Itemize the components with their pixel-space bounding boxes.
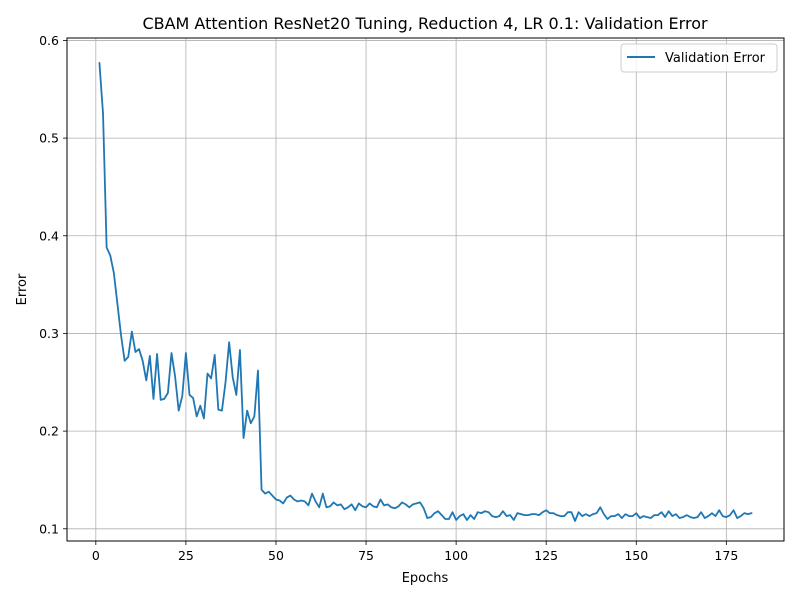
plot-frame	[66, 37, 785, 542]
series-line-validation-error	[98, 62, 753, 522]
y-tick-label: 0.3	[39, 326, 59, 341]
y-axis-label: Error	[15, 273, 30, 305]
series-layer	[98, 62, 753, 522]
x-tick-label: 50	[268, 548, 284, 563]
legend-label: Validation Error	[665, 51, 766, 66]
x-tick-label: 100	[444, 548, 468, 563]
chart-title: CBAM Attention ResNet20 Tuning, Reductio…	[142, 14, 708, 33]
legend: Validation Error	[620, 43, 778, 73]
legend-box	[620, 43, 778, 73]
y-tick-label: 0.5	[39, 131, 59, 146]
x-tick-label: 125	[534, 548, 558, 563]
y-tick-label: 0.4	[39, 228, 59, 243]
grid-lines	[67, 38, 784, 541]
x-axis-ticks: 0 25 50 75 100 125 150 175	[92, 541, 738, 563]
x-axis-label: Epochs	[402, 571, 449, 586]
plot-area	[67, 38, 784, 541]
x-tick-label: 175	[714, 548, 738, 563]
x-tick-label: 25	[178, 548, 194, 563]
x-tick-label: 75	[358, 548, 374, 563]
x-tick-label: 0	[92, 548, 100, 563]
y-tick-label: 0.6	[39, 33, 59, 48]
y-axis-ticks: 0.1 0.2 0.3 0.4 0.5 0.6	[39, 33, 67, 536]
y-tick-label: 0.2	[39, 424, 59, 439]
y-tick-label: 0.1	[39, 521, 59, 536]
x-tick-label: 150	[624, 548, 648, 563]
